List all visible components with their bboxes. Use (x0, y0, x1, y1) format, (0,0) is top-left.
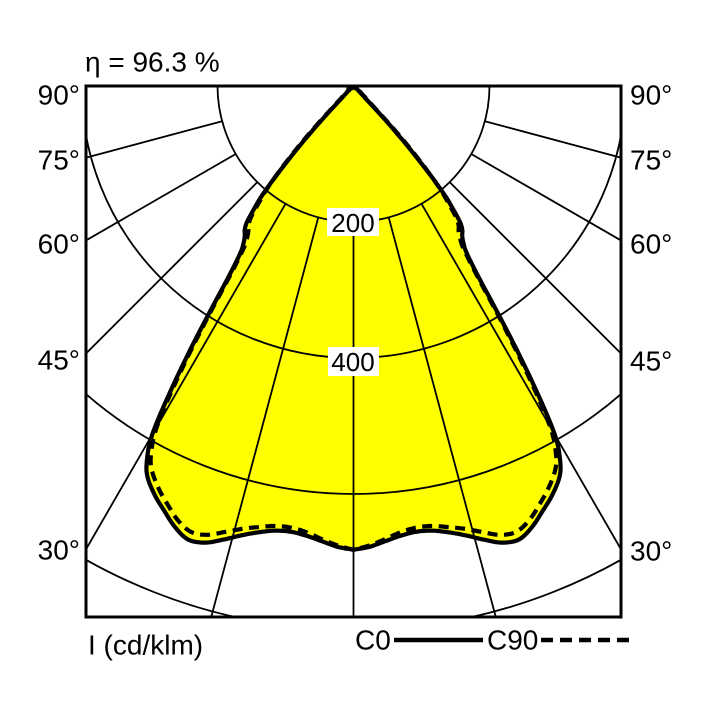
efficiency-label: η = 96.3 % (85, 47, 220, 78)
legend-c0-label: C0 (355, 625, 391, 656)
angle-label-right-75: 75° (630, 145, 672, 176)
radial-tick-200: 200 (327, 208, 379, 238)
angle-label-left-60: 60° (38, 229, 80, 260)
c0-curve-solid (144, 86, 563, 552)
angle-label-left-75: 75° (38, 145, 80, 176)
angle-label-right-90: 90° (630, 80, 672, 111)
legend-c90-label: C90 (487, 625, 538, 656)
unit-label: I (cd/klm) (88, 630, 203, 661)
angle-label-left-30: 30° (38, 535, 80, 566)
angle-label-right-30: 30° (630, 536, 672, 567)
radial-tick-label-400: 400 (331, 347, 374, 377)
angle-labels-right: 90° 75° 60° 45° 30° (630, 80, 672, 567)
angle-labels-left: 90° 75° 60° 45° 30° (38, 80, 80, 566)
radial-tick-400: 400 (328, 347, 379, 377)
angle-label-right-60: 60° (630, 229, 672, 260)
angle-label-left-45: 45° (38, 345, 80, 376)
angle-label-right-45: 45° (630, 346, 672, 377)
radial-tick-label-200: 200 (331, 208, 374, 238)
angle-label-left-90: 90° (38, 80, 80, 111)
